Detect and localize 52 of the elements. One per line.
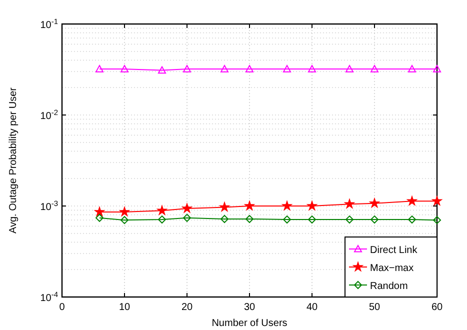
point <box>183 65 191 72</box>
x-tick-label: 60 <box>431 302 443 313</box>
point <box>408 65 416 72</box>
point <box>282 201 292 210</box>
point <box>307 201 317 210</box>
x-tick-label: 0 <box>59 302 66 313</box>
point <box>183 214 191 222</box>
x-tick-label: 40 <box>306 302 318 313</box>
point <box>246 214 254 223</box>
y-tick-label: 10$^{-1}$ <box>40 16 58 31</box>
point <box>96 65 104 72</box>
point <box>182 204 192 213</box>
y-tick-label: 10$^{-4}$ <box>40 290 58 304</box>
point <box>370 65 378 72</box>
x-tick-label: 30 <box>244 302 256 313</box>
point <box>94 207 104 216</box>
point <box>244 201 254 210</box>
point <box>344 199 354 208</box>
point <box>432 196 442 206</box>
point <box>433 216 441 224</box>
point <box>246 65 254 72</box>
point <box>120 65 128 72</box>
point <box>283 65 291 72</box>
point <box>120 216 128 224</box>
point <box>346 216 354 224</box>
x-tick-label: 10 <box>118 302 130 313</box>
point <box>157 206 167 215</box>
legend-label: Random <box>370 281 408 292</box>
point <box>96 214 104 222</box>
point <box>120 207 130 216</box>
y-tick-label: 10$^{-2}$ <box>40 108 58 122</box>
legend-label: Max−max <box>370 263 414 274</box>
y-axis-title: Avg. Outage Probability per User <box>8 86 19 234</box>
point <box>370 216 378 224</box>
point <box>220 202 230 212</box>
point <box>308 216 316 224</box>
legend-label: Direct Link <box>370 245 418 256</box>
point <box>308 65 316 72</box>
point <box>433 65 441 72</box>
point <box>346 65 354 72</box>
point <box>408 216 416 224</box>
x-tick-label: 50 <box>368 302 380 313</box>
point <box>407 196 417 206</box>
point <box>220 65 228 72</box>
point <box>158 66 166 74</box>
point <box>370 198 380 208</box>
point <box>220 214 228 223</box>
x-axis-title: Number of Users <box>212 318 288 329</box>
point <box>283 216 291 224</box>
y-tick-label: 10$^{-3}$ <box>40 198 58 213</box>
x-tick-label: 20 <box>181 302 193 313</box>
point <box>158 216 166 224</box>
